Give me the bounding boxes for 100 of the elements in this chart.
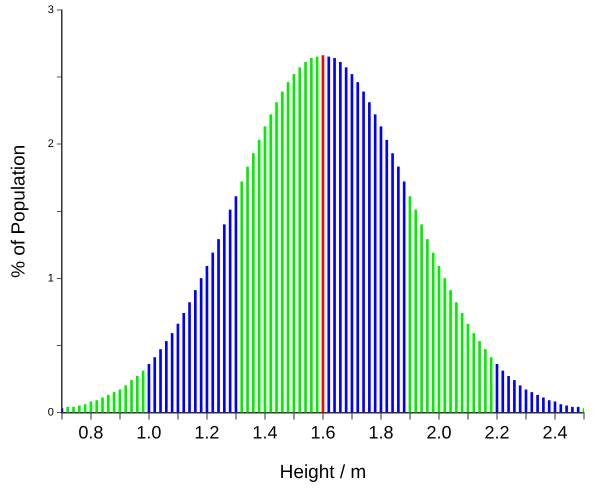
bar: [72, 406, 75, 412]
bar: [194, 290, 197, 412]
bar: [264, 126, 266, 412]
bar: [106, 394, 110, 412]
bar: [385, 140, 388, 412]
y-tick-label: 2: [48, 138, 54, 150]
bar: [490, 357, 493, 412]
bar: [397, 166, 400, 412]
x-tick-label: 1.8: [368, 422, 394, 442]
bar: [449, 290, 452, 412]
bar: [438, 266, 440, 412]
bar: [206, 266, 208, 412]
bar: [327, 56, 330, 412]
bar: [142, 370, 144, 412]
bar: [84, 404, 86, 412]
bar: [565, 406, 568, 412]
bar: [484, 349, 487, 412]
bar: [426, 239, 429, 412]
bar: [518, 385, 522, 412]
bar: [368, 102, 371, 412]
bar: [501, 370, 504, 412]
bar: [414, 210, 418, 412]
bar: [148, 364, 150, 412]
x-tick-label: 0.8: [78, 422, 104, 442]
bar: [275, 102, 278, 412]
bar: [112, 392, 116, 412]
x-tick-label: 2.4: [542, 422, 568, 442]
bar: [443, 278, 446, 412]
bar: [432, 252, 435, 412]
bar: [466, 324, 470, 412]
bar: [211, 252, 214, 412]
bar: [252, 153, 255, 412]
bar: [310, 58, 313, 412]
bar: [246, 166, 249, 412]
bar: [339, 62, 342, 412]
bar: [165, 341, 168, 412]
y-tick-label: 3: [48, 4, 54, 16]
bar: [374, 114, 376, 412]
bar: [402, 181, 406, 412]
bar: [101, 398, 104, 412]
bar: [478, 341, 481, 412]
bar: [223, 224, 226, 412]
x-axis-title: Height / m: [280, 462, 366, 483]
bar: [391, 153, 394, 412]
bar: [408, 196, 412, 412]
bar: [507, 376, 510, 412]
bar: [576, 406, 580, 412]
bar: [362, 92, 365, 412]
bar: [188, 302, 191, 412]
bar: [200, 278, 202, 412]
bar: [420, 224, 423, 412]
bar: [217, 239, 220, 412]
bar: [356, 82, 360, 412]
bar: [536, 394, 539, 412]
bar: [182, 312, 186, 412]
bar: [513, 380, 516, 412]
bar: [559, 404, 562, 412]
bar: [78, 406, 81, 412]
bar: [316, 56, 318, 412]
x-tick-label: 2.2: [484, 422, 510, 442]
x-tick-label: 1.6: [310, 422, 336, 442]
bar: [258, 140, 260, 412]
bar: [124, 385, 128, 412]
y-axis-title: % of Population: [8, 144, 30, 278]
bar: [286, 82, 290, 412]
bar: [571, 406, 574, 412]
y-tick-label: 1: [48, 272, 54, 284]
bar: [240, 181, 244, 412]
bar: [380, 126, 382, 412]
bar: [548, 400, 551, 412]
bar: [159, 349, 162, 412]
x-tick-label: 1.4: [252, 422, 278, 442]
bar: [269, 114, 272, 412]
x-tick-label: 1.0: [136, 422, 162, 442]
bar: [176, 324, 180, 412]
bar: [90, 402, 92, 412]
x-tick-label: 2.0: [426, 422, 452, 442]
bar: [153, 357, 156, 412]
bar: [524, 389, 528, 412]
bar: [281, 92, 284, 412]
bar: [496, 364, 498, 412]
bar: [234, 196, 238, 412]
bar: [472, 333, 476, 412]
bar: [530, 392, 534, 412]
bar: [344, 67, 348, 412]
bar: [292, 74, 296, 412]
bar: [118, 389, 122, 412]
bar: [66, 406, 70, 412]
bar: [350, 74, 354, 412]
bar: [170, 333, 174, 412]
x-tick-label: 1.2: [194, 422, 220, 442]
bar: [298, 67, 302, 412]
bar: [304, 62, 307, 412]
bar: [95, 400, 98, 412]
bar: [322, 55, 324, 412]
bar: [333, 58, 336, 412]
bar: [542, 398, 545, 412]
y-tick-label: 0: [48, 406, 54, 419]
bar: [136, 376, 139, 412]
bar: [228, 210, 232, 412]
